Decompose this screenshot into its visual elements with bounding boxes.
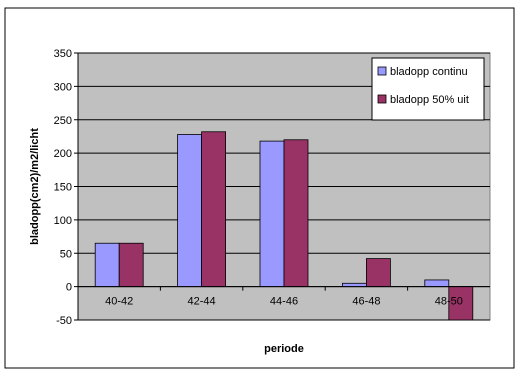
x-tick-label: 48-50: [435, 296, 463, 308]
bar: [201, 131, 227, 288]
y-tick-label: 300: [54, 81, 72, 93]
y-tick-label: 250: [54, 115, 72, 127]
axes: [77, 53, 490, 320]
y-tick-label: 50: [60, 248, 72, 260]
y-tick-label: 200: [54, 148, 72, 160]
y-tick-labels: -50 0 50 100 150 200 250 300 350: [54, 48, 72, 327]
legend-box: [371, 57, 485, 121]
bars: [94, 131, 474, 321]
x-tick-label: 44-46: [270, 296, 298, 308]
bar: [118, 242, 144, 288]
y-tick-label: 100: [54, 215, 72, 227]
y-axis-title: bladopp(cm2)/m2/licht: [29, 128, 41, 245]
y-tick-label: 0: [66, 282, 72, 294]
x-tick-label: 46-48: [352, 296, 380, 308]
bar: [341, 282, 367, 288]
bar: [283, 139, 309, 288]
legend: bladopp continu bladopp 50% uit: [371, 57, 485, 121]
legend-swatch: [377, 66, 387, 76]
legend-label: bladopp 50% uit: [390, 94, 469, 106]
bar: [424, 279, 450, 288]
x-tick-label: 40-42: [105, 296, 133, 308]
bar: [94, 242, 120, 288]
y-tick-label: 350: [54, 48, 72, 60]
legend-label: bladopp continu: [390, 66, 468, 78]
bar: [177, 134, 203, 288]
legend-swatch: [377, 94, 387, 104]
x-tick-label: 42-44: [188, 296, 216, 308]
y-tick-label: -50: [56, 315, 72, 327]
x-axis-title: periode: [264, 343, 304, 355]
x-tick-labels: 40-42 42-44 44-46 46-48 48-50: [77, 286, 463, 308]
bar: [259, 140, 285, 288]
y-tick-label: 150: [54, 182, 72, 194]
bar: [365, 258, 391, 288]
